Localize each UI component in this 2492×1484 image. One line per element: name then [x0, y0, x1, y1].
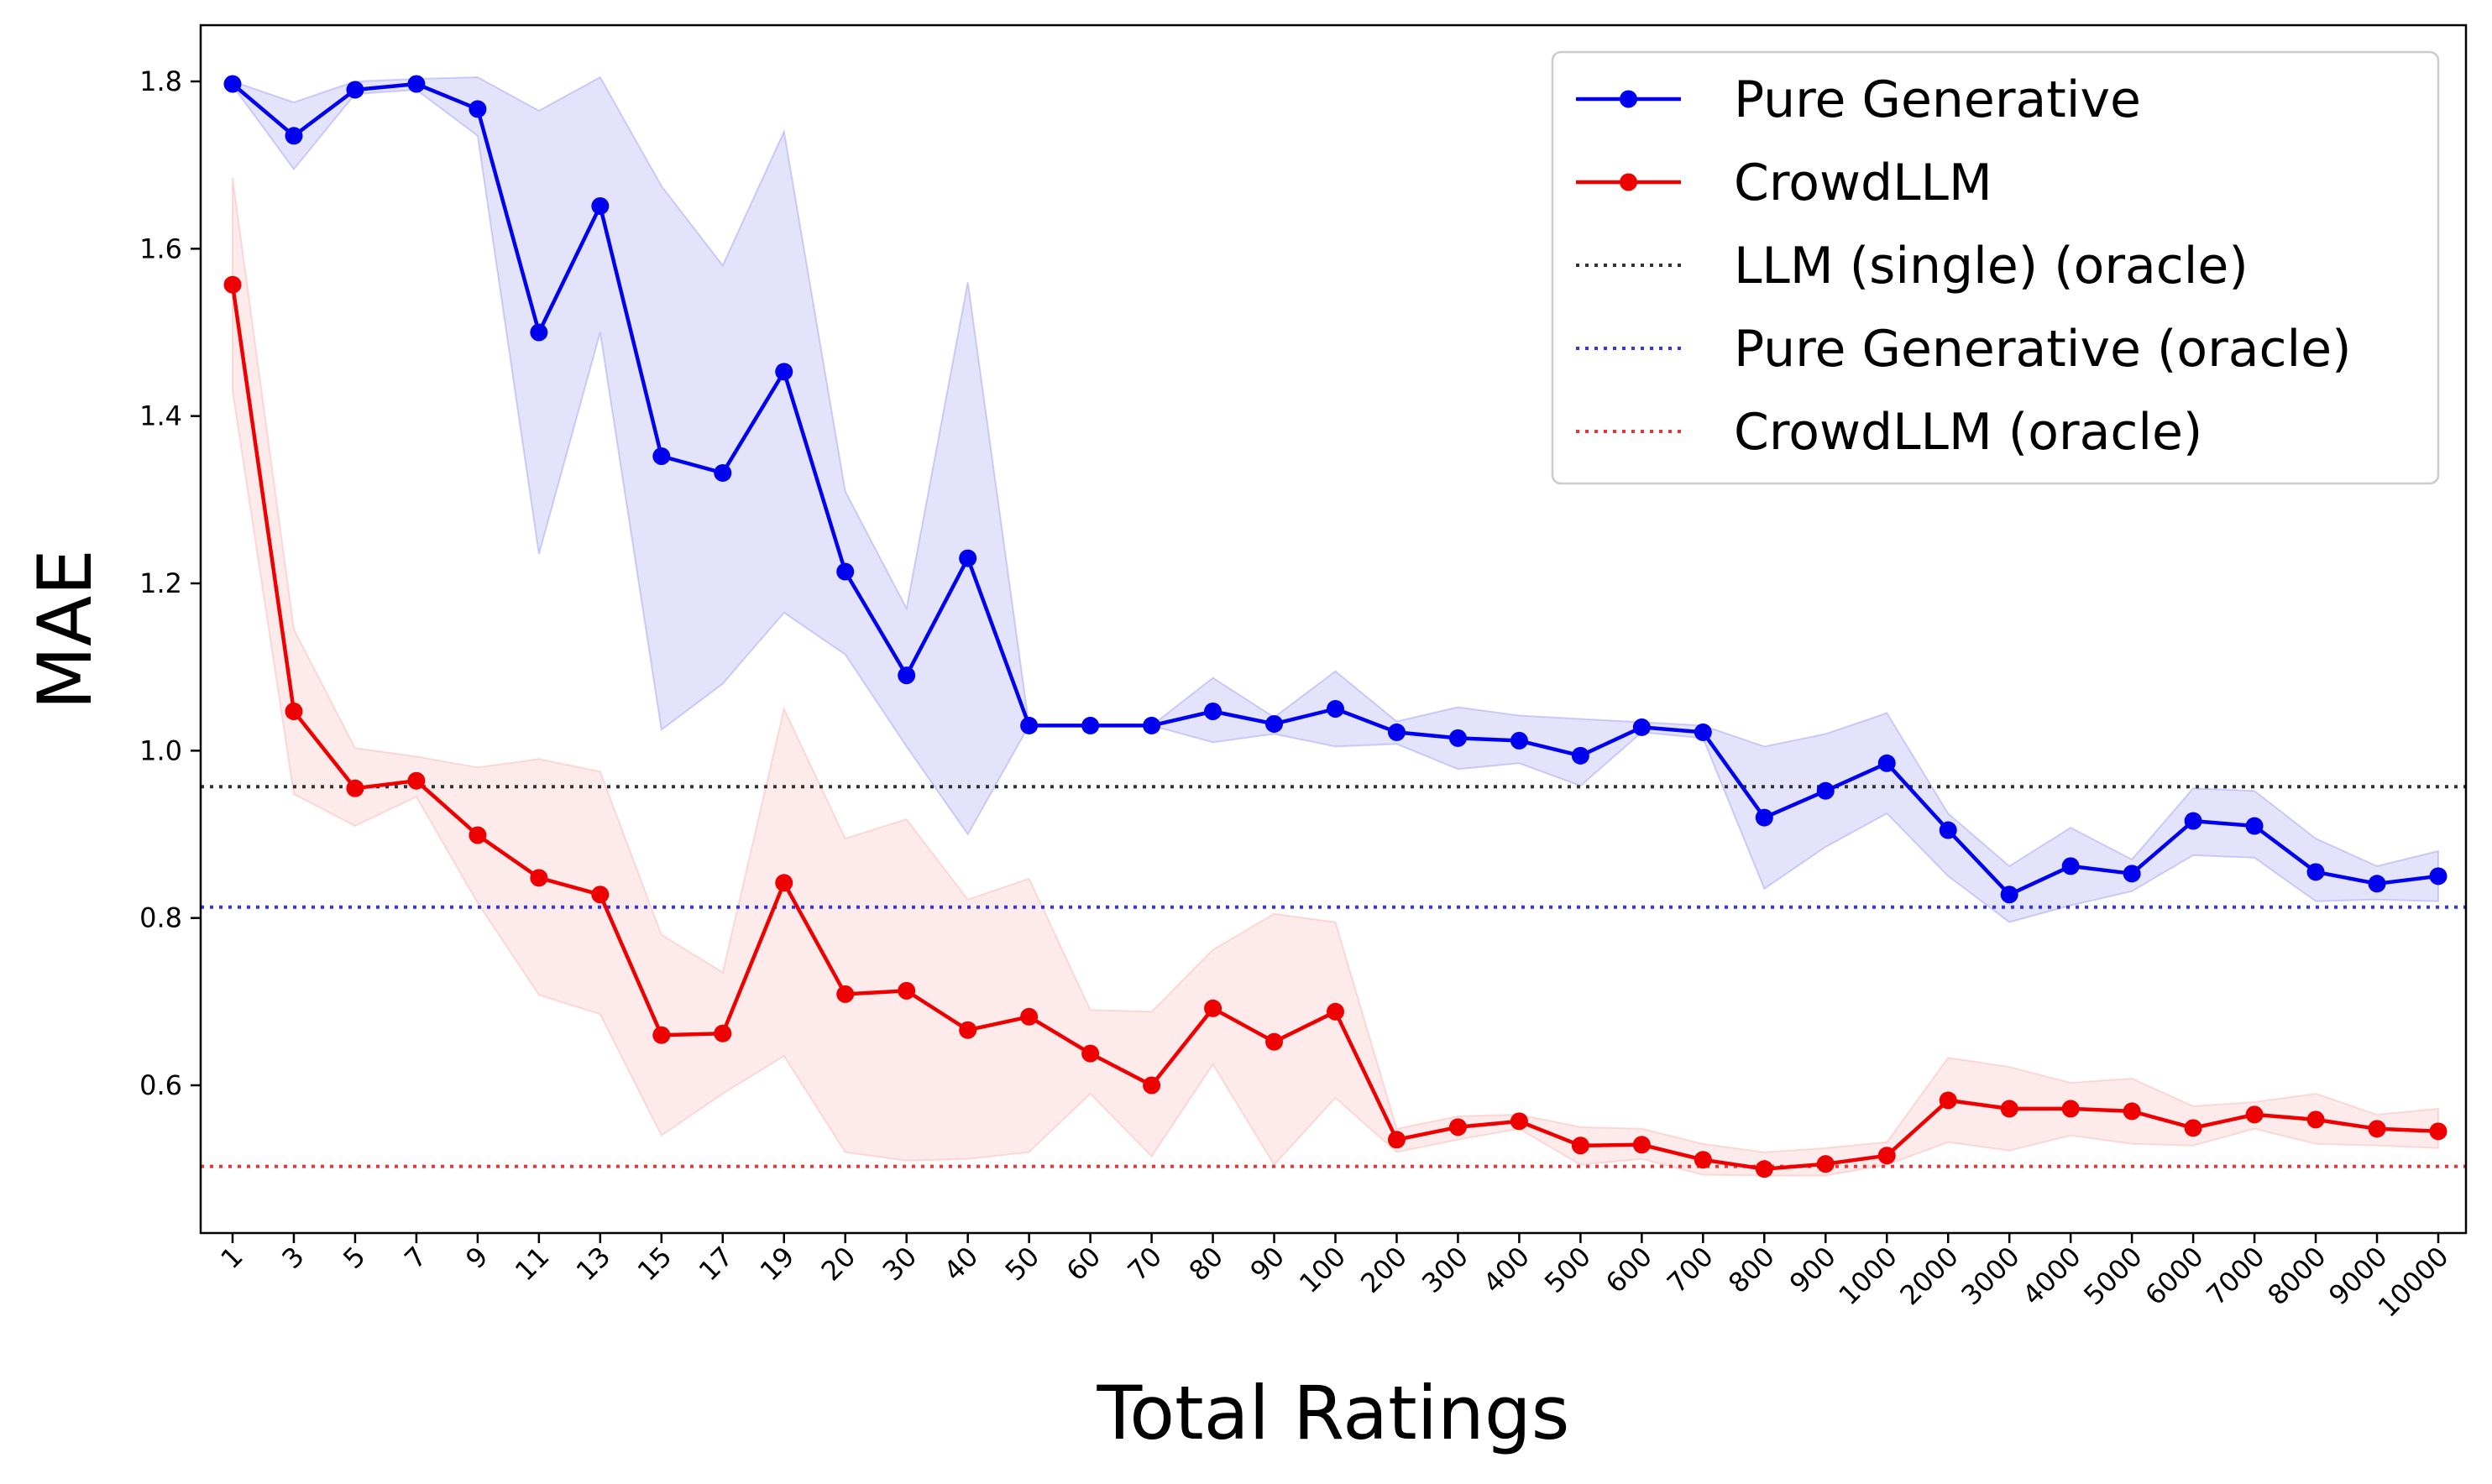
point-crowdllm-30 — [898, 981, 916, 1000]
y-tick-label: 1.4 — [139, 400, 182, 432]
point-pure-generative-8000 — [2306, 863, 2325, 881]
point-pure-generative-20 — [836, 562, 855, 581]
point-pure-generative-70 — [1143, 716, 1161, 734]
point-pure-generative-60 — [1081, 716, 1100, 734]
point-crowdllm-15 — [652, 1026, 671, 1044]
point-crowdllm-11 — [530, 869, 548, 887]
point-pure-generative-3000 — [2000, 886, 2018, 904]
point-crowdllm-6000 — [2184, 1119, 2202, 1137]
point-crowdllm-3 — [285, 702, 303, 720]
point-pure-generative-1000 — [1877, 754, 1896, 772]
point-crowdllm-800 — [1755, 1160, 1773, 1178]
plot-frame — [199, 24, 2468, 1235]
point-pure-generative-1 — [223, 75, 242, 93]
point-pure-generative-17 — [714, 463, 732, 482]
point-crowdllm-1 — [223, 275, 242, 294]
point-crowdllm-7 — [407, 771, 426, 790]
y-tick-label: 0.6 — [139, 1069, 182, 1101]
point-crowdllm-700 — [1694, 1151, 1712, 1169]
point-crowdllm-90 — [1265, 1032, 1284, 1051]
point-pure-generative-3 — [285, 127, 303, 145]
point-pure-generative-40 — [959, 549, 977, 567]
legend-label-3: Pure Generative (oracle) — [1734, 320, 2352, 379]
point-pure-generative-11 — [530, 323, 548, 342]
point-pure-generative-2000 — [1939, 821, 1957, 839]
point-pure-generative-200 — [1387, 723, 1406, 741]
y-axis: 0.6 0.8 1.0 1.2 1.4 1.6 1.8 — [139, 65, 201, 1101]
legend-box — [1551, 50, 2440, 485]
point-crowdllm-4000 — [2061, 1100, 2080, 1118]
y-tick-label: 0.8 — [139, 902, 182, 934]
point-crowdllm-50 — [1020, 1007, 1039, 1026]
point-crowdllm-7000 — [2245, 1105, 2264, 1124]
x-axis-title: Total Ratings — [1096, 1370, 1569, 1456]
point-crowdllm-900 — [1816, 1155, 1835, 1173]
point-pure-generative-90 — [1265, 714, 1284, 733]
point-pure-generative-600 — [1632, 718, 1651, 736]
point-pure-generative-4000 — [2061, 857, 2080, 875]
point-pure-generative-50 — [1020, 716, 1039, 734]
point-pure-generative-30 — [898, 666, 916, 685]
point-pure-generative-7 — [407, 75, 426, 93]
point-pure-generative-5 — [346, 81, 364, 99]
point-crowdllm-60 — [1081, 1044, 1100, 1063]
point-crowdllm-17 — [714, 1024, 732, 1042]
point-crowdllm-8000 — [2306, 1110, 2325, 1129]
legend-marker-0 — [1620, 90, 1637, 108]
point-pure-generative-400 — [1510, 731, 1528, 750]
point-crowdllm-19 — [775, 874, 793, 892]
point-crowdllm-5 — [346, 779, 364, 797]
legend-marker-1 — [1620, 173, 1637, 191]
legend-label-1: CrowdLLM — [1734, 154, 1992, 212]
y-tick-label: 1.8 — [139, 65, 182, 97]
point-crowdllm-5000 — [2123, 1102, 2141, 1121]
point-crowdllm-1000 — [1877, 1147, 1896, 1165]
point-pure-generative-300 — [1448, 729, 1467, 747]
point-crowdllm-10000 — [2429, 1122, 2448, 1141]
point-pure-generative-9000 — [2368, 875, 2386, 893]
point-crowdllm-500 — [1571, 1137, 1589, 1155]
point-crowdllm-9 — [469, 826, 487, 844]
band-crowdllm — [232, 177, 2439, 1177]
point-pure-generative-700 — [1694, 723, 1712, 741]
legend: Pure Generative CrowdLLM LLM (single) (ora… — [1551, 50, 2440, 485]
point-crowdllm-13 — [591, 886, 610, 904]
point-pure-generative-6000 — [2184, 812, 2202, 830]
point-crowdllm-40 — [959, 1021, 977, 1039]
confidence-bands — [232, 76, 2439, 1177]
point-crowdllm-70 — [1143, 1076, 1161, 1095]
point-crowdllm-20 — [836, 985, 855, 1003]
point-crowdllm-9000 — [2368, 1120, 2386, 1138]
series-points — [223, 75, 2448, 1178]
point-pure-generative-5000 — [2123, 865, 2141, 883]
point-pure-generative-7000 — [2245, 817, 2264, 835]
y-tick-label: 1.0 — [139, 734, 182, 766]
point-crowdllm-100 — [1327, 1002, 1344, 1021]
band-pure-generative — [232, 76, 2439, 923]
point-crowdllm-3000 — [2000, 1100, 2018, 1118]
legend-label-4: CrowdLLM (oracle) — [1734, 403, 2202, 462]
legend-label-2: LLM (single) (oracle) — [1734, 237, 2249, 295]
point-pure-generative-800 — [1755, 808, 1773, 827]
point-pure-generative-13 — [591, 197, 610, 216]
point-pure-generative-900 — [1816, 781, 1835, 800]
point-crowdllm-300 — [1448, 1118, 1467, 1137]
point-pure-generative-15 — [652, 447, 671, 466]
point-pure-generative-10000 — [2429, 867, 2448, 886]
point-pure-generative-100 — [1327, 700, 1344, 718]
y-tick-label: 1.2 — [139, 567, 182, 599]
y-axis-title: MAE — [22, 549, 108, 710]
point-crowdllm-400 — [1510, 1112, 1528, 1131]
point-pure-generative-19 — [775, 363, 793, 381]
point-crowdllm-600 — [1632, 1136, 1651, 1154]
point-pure-generative-80 — [1204, 702, 1222, 720]
point-crowdllm-80 — [1204, 999, 1222, 1017]
legend-label-0: Pure Generative — [1734, 71, 2141, 129]
point-pure-generative-9 — [469, 100, 487, 118]
point-crowdllm-200 — [1387, 1131, 1406, 1149]
point-crowdllm-2000 — [1939, 1091, 1957, 1110]
point-pure-generative-500 — [1571, 746, 1589, 765]
y-tick-label: 1.6 — [139, 233, 182, 264]
